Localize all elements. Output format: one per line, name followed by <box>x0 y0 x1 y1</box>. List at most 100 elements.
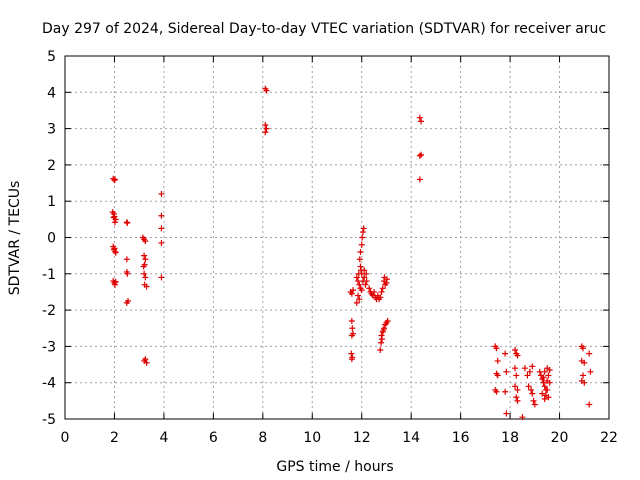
data-point <box>528 386 535 393</box>
data-point <box>355 292 362 299</box>
data-point <box>362 281 369 288</box>
data-point <box>542 392 549 399</box>
data-point <box>540 374 547 381</box>
data-point <box>112 249 119 256</box>
data-point <box>355 270 362 277</box>
data-point <box>378 339 385 346</box>
grid <box>65 56 609 419</box>
y-tick-label: 0 <box>47 231 56 247</box>
data-point <box>525 383 532 390</box>
y-tick-label: -2 <box>42 303 56 319</box>
data-point <box>581 359 588 366</box>
data-point <box>514 386 521 393</box>
data-point <box>357 249 364 256</box>
data-point <box>379 285 386 292</box>
x-tick-label: 16 <box>452 430 470 446</box>
data-point <box>586 401 593 408</box>
data-point <box>514 352 521 359</box>
y-tick-label: 1 <box>47 194 56 210</box>
data-point <box>158 225 165 232</box>
data-point <box>356 296 363 303</box>
data-point <box>587 368 594 375</box>
data-point <box>540 379 547 386</box>
y-tick-label: -3 <box>42 339 56 355</box>
data-point <box>545 372 552 379</box>
data-point <box>512 365 519 372</box>
data-point <box>123 299 130 306</box>
data-point <box>378 288 385 295</box>
data-point <box>359 229 366 236</box>
data-point <box>544 377 551 384</box>
data-point <box>513 372 520 379</box>
data-point <box>531 401 538 408</box>
data-point <box>586 350 593 357</box>
x-tick-label: 18 <box>501 430 519 446</box>
data-point <box>262 121 269 128</box>
chart-title: Day 297 of 2024, Sidereal Day-to-day VTE… <box>42 21 606 37</box>
x-tick-label: 6 <box>209 430 218 446</box>
data-point <box>348 350 355 357</box>
data-point <box>263 125 270 132</box>
data-point <box>377 294 384 301</box>
data-point <box>361 274 368 281</box>
data-point <box>263 87 270 94</box>
data-point <box>363 270 370 277</box>
x-tick-label: 2 <box>110 430 119 446</box>
y-tick-label: 2 <box>47 158 56 174</box>
data-point <box>502 350 509 357</box>
data-point <box>142 274 149 281</box>
data-point <box>513 394 520 401</box>
data-point <box>112 278 119 285</box>
data-point <box>110 214 117 221</box>
data-point <box>530 397 537 404</box>
data-point <box>123 256 130 263</box>
data-point <box>141 270 148 277</box>
data-point <box>366 285 373 292</box>
data-point <box>494 372 501 379</box>
x-tick-label: 0 <box>61 430 70 446</box>
data-point <box>383 276 390 283</box>
data-point <box>493 388 500 395</box>
data-point <box>349 325 356 332</box>
data-point <box>356 281 363 288</box>
data-point <box>262 129 269 136</box>
data-point <box>541 368 548 375</box>
data-point <box>539 390 546 397</box>
data-point <box>111 219 118 226</box>
data-point <box>514 397 521 404</box>
data-point <box>371 288 378 295</box>
data-point <box>348 356 355 363</box>
data-point <box>363 278 370 285</box>
data-point <box>110 246 117 253</box>
data-point <box>111 281 118 288</box>
data-point <box>361 267 368 274</box>
data-point <box>524 372 531 379</box>
data-point <box>502 388 509 395</box>
data-point <box>580 372 587 379</box>
data-point <box>494 357 501 364</box>
data-point <box>526 368 533 375</box>
x-tick-label: 14 <box>402 430 420 446</box>
data-point <box>416 152 423 159</box>
y-axis-title: SDTVAR / TECUs <box>7 181 23 296</box>
data-point <box>124 219 131 226</box>
data-point <box>380 327 387 334</box>
data-point <box>377 347 384 354</box>
data-point <box>158 212 165 219</box>
data-point <box>158 190 165 197</box>
data-point <box>356 256 363 263</box>
data-point <box>158 239 165 246</box>
x-tick-label: 4 <box>159 430 168 446</box>
data-point <box>348 317 355 324</box>
data-point <box>353 274 360 281</box>
data-point <box>358 241 365 248</box>
data-point <box>529 363 536 370</box>
data-point <box>418 118 425 125</box>
y-tick-label: 3 <box>47 122 56 138</box>
y-tick-label: 4 <box>47 85 56 101</box>
data-points <box>109 85 594 421</box>
data-point <box>416 114 423 121</box>
data-point <box>358 287 365 294</box>
data-point <box>493 345 500 352</box>
